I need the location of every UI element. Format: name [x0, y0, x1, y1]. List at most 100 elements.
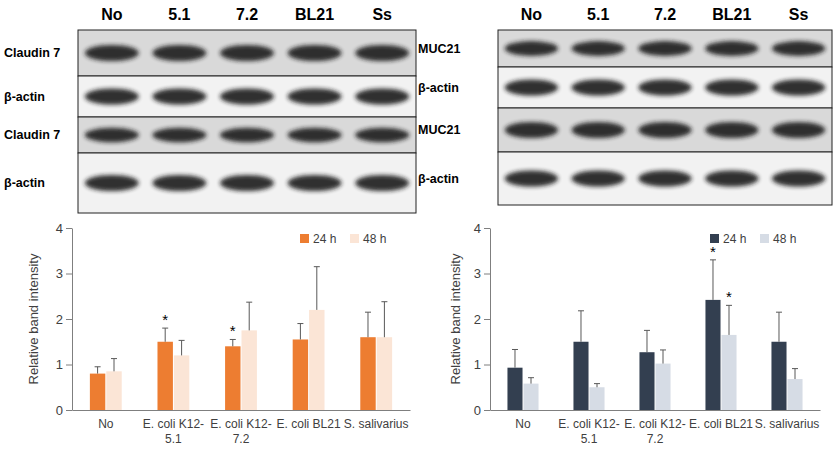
blot-band [505, 41, 558, 56]
error-bar [512, 349, 518, 367]
blot-band [288, 128, 342, 142]
tick-label: 1 [474, 357, 481, 372]
tick: 4 [56, 221, 72, 236]
blot-band [705, 122, 758, 138]
bar [360, 337, 375, 410]
bar [589, 387, 604, 410]
blot-band [152, 128, 206, 142]
error-bar-cap [111, 358, 117, 359]
blot-row [498, 67, 832, 108]
blot-band [571, 80, 624, 96]
tick-label: 2 [56, 312, 63, 327]
lane-label: 5.1 [587, 6, 609, 23]
blot-band [772, 122, 825, 138]
error-bar-cap [381, 301, 387, 302]
bar [293, 339, 308, 410]
error-bar [314, 267, 320, 310]
error-bar-cap [512, 349, 518, 350]
error-bar-cap [660, 349, 666, 350]
error-bar-stem [165, 328, 166, 342]
error-bar-stem [646, 330, 647, 352]
blot-band [505, 171, 558, 187]
legend-label: 24 h [723, 232, 746, 246]
axis-line [73, 410, 411, 411]
tick-mark [484, 410, 490, 411]
bar [573, 342, 588, 410]
error-bar-cap [644, 330, 650, 331]
error-bar-cap [594, 383, 600, 384]
annotations: ** [710, 243, 732, 306]
blot-band [571, 122, 624, 138]
tick: 2 [474, 312, 490, 327]
blot-band [220, 128, 274, 142]
error-bar [578, 311, 584, 342]
legend-swatch [300, 234, 309, 243]
category-label: No [98, 417, 114, 431]
bar [309, 310, 324, 410]
blot-row [78, 153, 416, 213]
blot-row [498, 108, 832, 152]
blot-band [220, 175, 274, 191]
bar [241, 330, 256, 410]
significance-mark: * [726, 288, 732, 305]
error-bar-stem [597, 384, 598, 388]
y-axis-title: Relative band intensity [26, 253, 41, 384]
blot-band [772, 171, 825, 187]
bar [106, 371, 121, 410]
lane-label: Ss [789, 6, 809, 23]
tick-label: 4 [56, 221, 63, 236]
row-label: β-actin [418, 81, 459, 95]
bar [705, 300, 720, 410]
significance-mark: * [230, 322, 236, 339]
blot-panel: No5.17.2BL21SsClaudin 7β-actinClaudin 7β… [4, 6, 416, 213]
lane-label: 5.1 [168, 6, 190, 23]
bar [225, 346, 240, 410]
error-bar-stem [367, 312, 368, 337]
blot-row [78, 76, 416, 117]
figure: No5.17.2BL21SsClaudin 7β-actinClaudin 7β… [0, 0, 834, 474]
error-bar-stem [249, 302, 250, 330]
blot-band [705, 171, 758, 187]
blot-band [152, 89, 206, 105]
lane-label: 7.2 [236, 6, 258, 23]
error-bar-stem [663, 350, 664, 364]
blot-band [505, 80, 558, 96]
bar [655, 364, 670, 410]
blot-row [78, 117, 416, 153]
tick-label: 2 [474, 312, 481, 327]
blot-band [85, 89, 139, 105]
error-bar [95, 367, 101, 374]
chart: 01234NoE. coli K12-5.1E. coli K12-7.2E. … [26, 221, 411, 446]
blot-band [288, 45, 342, 61]
category-label: E. coli K12-5.1 [143, 417, 204, 446]
tick: 3 [56, 266, 72, 281]
legend-label: 48 h [363, 232, 386, 246]
significance-mark: * [162, 311, 168, 328]
annotations: ** [162, 311, 236, 339]
bar [507, 368, 522, 410]
bar [787, 379, 802, 410]
blot-band [638, 80, 691, 96]
chart: 01234NoE. coli K12-5.1E. coli K12-7.2E. … [448, 221, 821, 446]
blot-band [505, 122, 558, 138]
tick-mark [66, 365, 72, 366]
error-bar [246, 302, 252, 330]
error-bar-stem [97, 367, 98, 374]
error-bar [230, 339, 236, 346]
blot-band [638, 122, 691, 138]
blot-band [355, 89, 409, 105]
blot-band [705, 41, 758, 56]
error-bar-cap [314, 266, 320, 267]
legend-swatch [350, 234, 359, 243]
bar [90, 374, 105, 410]
blot-band [288, 89, 342, 105]
blot-row [498, 152, 832, 205]
error-bar-cap [246, 302, 252, 303]
tick-mark [484, 365, 490, 366]
y-axis-title: Relative band intensity [448, 253, 463, 384]
blot-band [288, 175, 342, 191]
tick-mark [66, 319, 72, 320]
blot-band [571, 171, 624, 187]
error-bar-cap [776, 312, 782, 313]
tick-mark [484, 274, 490, 275]
